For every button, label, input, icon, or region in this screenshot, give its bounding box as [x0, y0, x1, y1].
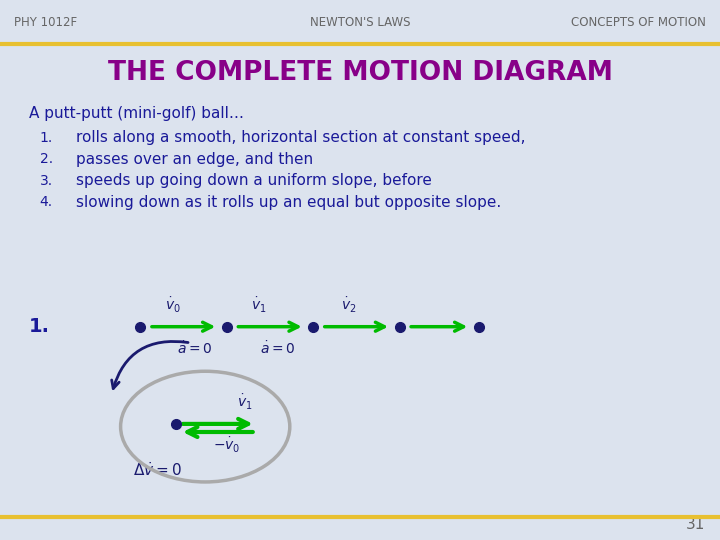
Text: passes over an edge, and then: passes over an edge, and then [76, 152, 312, 167]
Text: THE COMPLETE MOTION DIAGRAM: THE COMPLETE MOTION DIAGRAM [107, 60, 613, 86]
Text: $\dot{v}_1$: $\dot{v}_1$ [237, 393, 253, 412]
Text: 3.: 3. [40, 174, 53, 188]
Text: $\dot{a} = 0$: $\dot{a} = 0$ [259, 340, 295, 356]
Text: PHY 1012F: PHY 1012F [14, 16, 78, 29]
Text: $\Delta\dot{v} = 0$: $\Delta\dot{v} = 0$ [133, 461, 182, 479]
Text: slowing down as it rolls up an equal but opposite slope.: slowing down as it rolls up an equal but… [76, 195, 501, 210]
Text: 1.: 1. [29, 317, 50, 336]
Text: rolls along a smooth, horizontal section at constant speed,: rolls along a smooth, horizontal section… [76, 130, 525, 145]
Text: $\dot{v}_0$: $\dot{v}_0$ [165, 295, 181, 315]
Text: speeds up going down a uniform slope, before: speeds up going down a uniform slope, be… [76, 173, 431, 188]
Text: 2.: 2. [40, 152, 53, 166]
Text: 1.: 1. [40, 131, 53, 145]
Text: $\dot{v}_1$: $\dot{v}_1$ [251, 295, 267, 315]
Text: NEWTON'S LAWS: NEWTON'S LAWS [310, 16, 410, 29]
Text: 4.: 4. [40, 195, 53, 210]
Text: 31: 31 [686, 517, 706, 532]
Text: $\dot{v}_2$: $\dot{v}_2$ [341, 295, 357, 315]
Text: $\dot{a} = 0$: $\dot{a} = 0$ [176, 340, 212, 356]
FancyArrowPatch shape [112, 341, 188, 389]
Text: $-\dot{v}_0$: $-\dot{v}_0$ [213, 436, 240, 455]
Text: CONCEPTS OF MOTION: CONCEPTS OF MOTION [571, 16, 706, 29]
Text: A putt-putt (mini-golf) ball…: A putt-putt (mini-golf) ball… [29, 106, 244, 121]
